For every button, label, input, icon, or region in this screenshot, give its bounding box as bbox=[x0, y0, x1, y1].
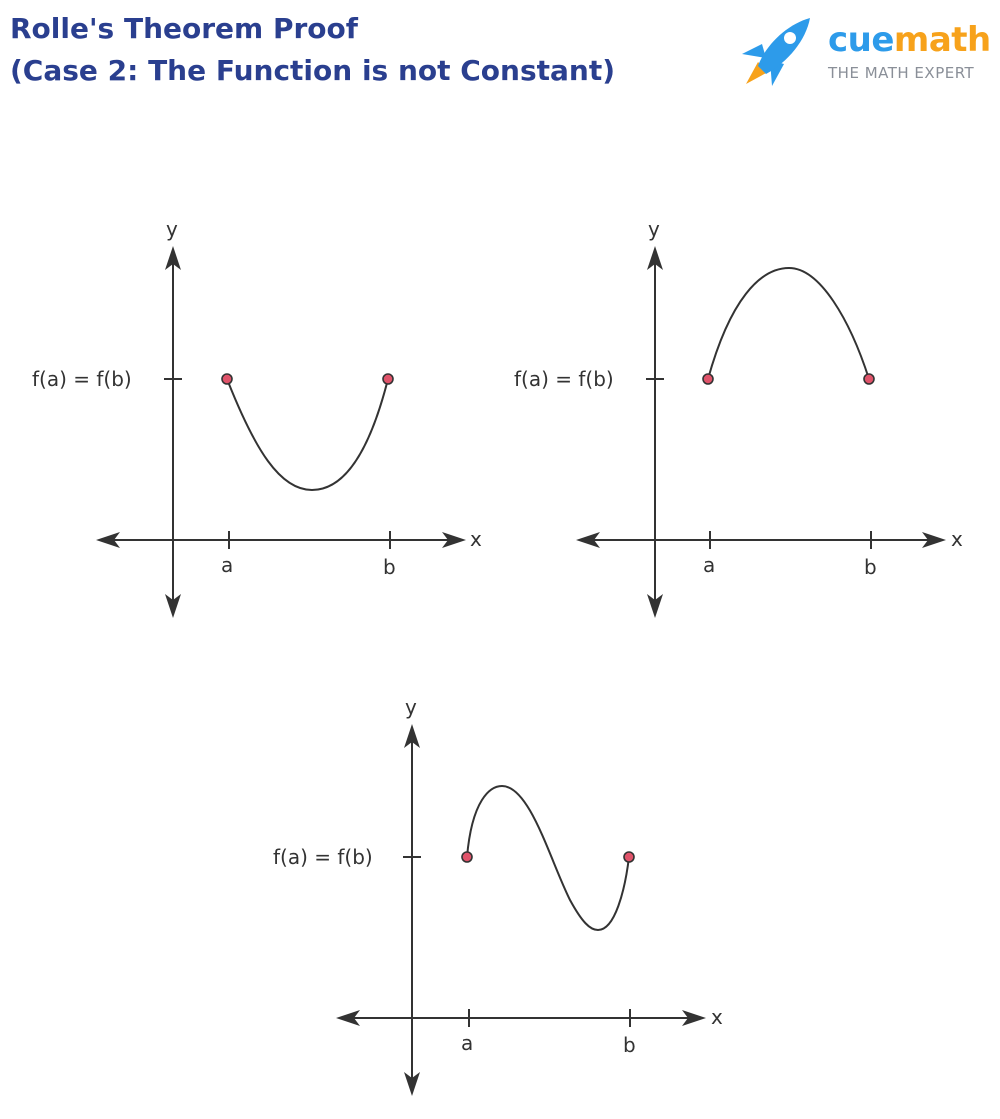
y-axis-down-arrow bbox=[165, 594, 181, 618]
x-axis-left-arrow bbox=[96, 532, 120, 548]
endpoint-b bbox=[382, 373, 394, 385]
x-axis-right-arrow bbox=[442, 532, 466, 548]
y-axis-up-arrow bbox=[165, 246, 181, 270]
tick-a-label: a bbox=[221, 553, 233, 577]
graph-1-axes bbox=[96, 246, 466, 618]
y-axis-label: y bbox=[166, 217, 178, 241]
function-curve bbox=[226, 378, 389, 492]
rocket-icon bbox=[742, 18, 810, 86]
level-label: f(a) = f(b) bbox=[32, 367, 132, 391]
title-line-2: (Case 2: The Function is not Constant) bbox=[10, 54, 616, 87]
tick-b-label: b bbox=[383, 555, 396, 579]
endpoint-a bbox=[221, 373, 233, 385]
x-axis-label: x bbox=[470, 527, 482, 551]
page-title: Rolle's Theorem Proof (Case 2: The Funct… bbox=[10, 8, 615, 92]
logo-tagline: THE MATH EXPERT bbox=[828, 64, 975, 82]
logo-wordmark: cuemath bbox=[828, 20, 991, 60]
cuemath-logo: cuemath THE MATH EXPERT bbox=[736, 14, 996, 90]
title-line-1: Rolle's Theorem Proof bbox=[10, 12, 358, 45]
